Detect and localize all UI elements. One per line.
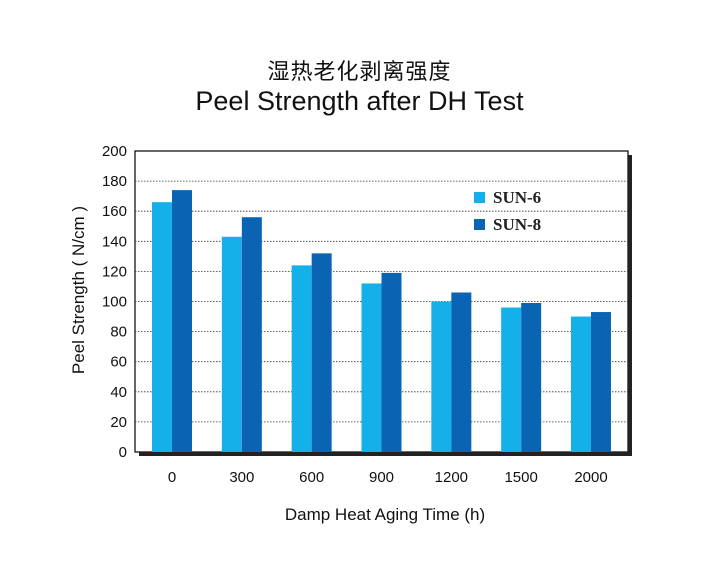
y-tick-label: 160 (102, 203, 127, 220)
y-tick-labels: 0 20 40 60 80 100 120 140 160 180 200 (102, 143, 127, 461)
y-tick-label: 100 (102, 294, 127, 311)
chart-subtitle: Peel Strength after DH Test (195, 86, 524, 116)
bar-sun-8-1500 (521, 303, 542, 452)
x-tick-label: 600 (299, 469, 324, 486)
legend-label: SUN-8 (493, 215, 541, 234)
legend-label: SUN-6 (493, 188, 541, 207)
x-tick-label: 300 (229, 469, 254, 486)
x-tick-label: 0 (168, 469, 176, 486)
x-tick-label: 1500 (504, 469, 537, 486)
x-tick-label: 900 (369, 469, 394, 486)
x-axis-title: Damp Heat Aging Time (h) (285, 505, 485, 524)
y-tick-label: 80 (110, 324, 127, 341)
plot-shadow-right (628, 155, 632, 456)
y-axis-title: Peel Strength ( N/cm ) (69, 206, 88, 374)
y-tick-label: 20 (110, 414, 127, 431)
bar-sun-8-600 (311, 253, 332, 452)
y-tick-label: 140 (102, 233, 127, 250)
legend: SUN-6 SUN-8 (474, 188, 541, 234)
y-tick-label: 60 (110, 354, 127, 371)
chart-title: 湿热老化剥离强度 (267, 60, 452, 85)
y-tick-label: 200 (102, 143, 127, 160)
bar-sun-6-1200 (431, 301, 452, 452)
bar-sun-8-900 (381, 272, 402, 452)
bars (152, 190, 611, 452)
plot-shadow-bottom (139, 452, 632, 456)
bar-sun-6-0 (152, 202, 172, 452)
bar-sun-6-2000 (571, 316, 591, 452)
y-tick-label: 0 (119, 444, 127, 461)
y-tick-label: 120 (102, 263, 127, 280)
x-tick-labels: 0 300 600 900 1200 1500 2000 (168, 469, 608, 486)
bar-sun-6-300 (221, 236, 242, 452)
x-tick-label: 1200 (435, 469, 468, 486)
y-tick-label: 180 (102, 173, 127, 190)
bar-sun-8-300 (241, 217, 262, 452)
bar-sun-8-0 (172, 190, 192, 452)
bar-sun-6-600 (291, 265, 312, 452)
bar-sun-8-1200 (451, 292, 472, 452)
bar-sun-6-1500 (501, 307, 522, 452)
y-tick-label: 40 (110, 384, 127, 401)
bar-sun-6-900 (361, 283, 382, 452)
x-tick-label: 2000 (574, 469, 607, 486)
bar-sun-8-2000 (591, 312, 611, 452)
legend-swatch-sun-8 (474, 219, 485, 230)
legend-swatch-sun-6 (474, 192, 485, 203)
